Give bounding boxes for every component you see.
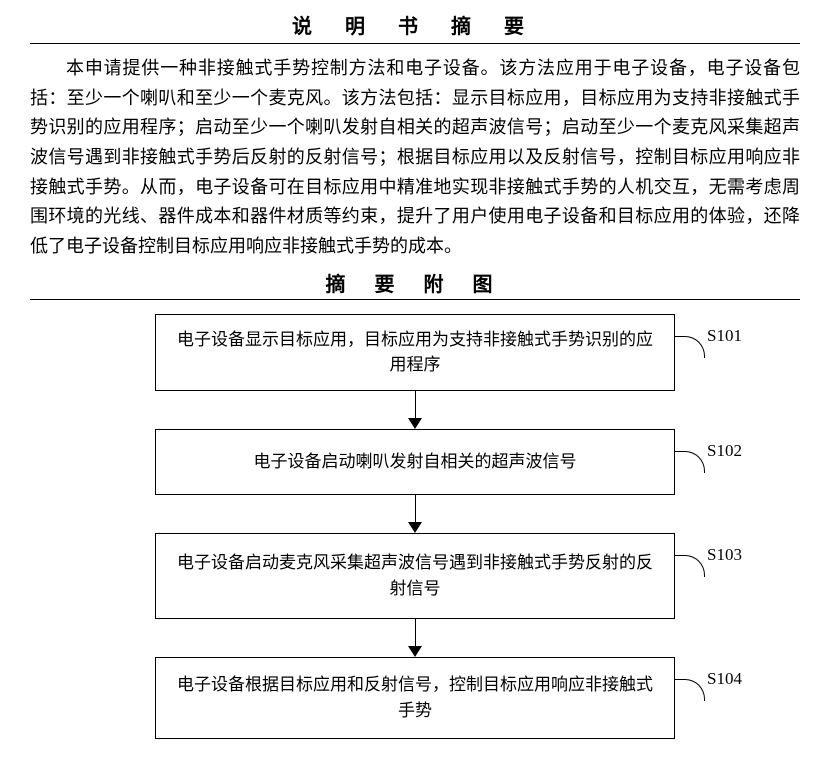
label-connector-curve xyxy=(675,679,705,701)
flowchart-container: 电子设备显示目标应用，目标应用为支持非接触式手势识别的应用程序 S101 电子设备启… xyxy=(30,314,800,739)
label-connector-curve xyxy=(675,555,705,577)
arrow-line xyxy=(415,619,416,646)
flow-step-row: 电子设备根据目标应用和反射信号，控制目标应用响应非接触式手势 S104 xyxy=(30,657,800,739)
abstract-paragraph: 本申请提供一种非接触式手势控制方法和电子设备。该方法应用于电子设备，电子设备包括… xyxy=(30,54,800,262)
flow-arrow xyxy=(408,495,422,533)
arrow-line xyxy=(415,495,416,522)
flow-arrow xyxy=(408,391,422,429)
label-connector-curve xyxy=(675,451,705,473)
flow-step-id: S101 xyxy=(707,326,742,346)
flow-step-box: 电子设备根据目标应用和反射信号，控制目标应用响应非接触式手势 xyxy=(155,657,675,739)
flow-step-row: 电子设备启动麦克风采集超声波信号遇到非接触式手势反射的反射信号 S103 xyxy=(30,533,800,619)
arrow-head-icon xyxy=(408,418,422,429)
flow-step-id: S104 xyxy=(707,669,742,689)
arrow-line xyxy=(415,391,416,418)
figure-subtitle: 摘 要 附 图 xyxy=(30,268,800,300)
flow-step-box: 电子设备启动喇叭发射自相关的超声波信号 xyxy=(155,429,675,495)
flow-step-row: 电子设备启动喇叭发射自相关的超声波信号 S102 xyxy=(30,429,800,495)
flow-step-box: 电子设备启动麦克风采集超声波信号遇到非接触式手势反射的反射信号 xyxy=(155,533,675,619)
label-connector-curve xyxy=(675,336,705,358)
flow-step-label-wrap: S104 xyxy=(675,661,742,701)
flow-step-label-wrap: S102 xyxy=(675,433,742,473)
flow-step-label-wrap: S101 xyxy=(675,318,742,358)
flow-step-row: 电子设备显示目标应用，目标应用为支持非接触式手势识别的应用程序 S101 xyxy=(30,314,800,391)
document-title: 说 明 书 摘 要 xyxy=(30,10,800,44)
flow-step-box: 电子设备显示目标应用，目标应用为支持非接触式手势识别的应用程序 xyxy=(155,314,675,391)
flow-arrow xyxy=(408,619,422,657)
flow-step-label-wrap: S103 xyxy=(675,537,742,577)
arrow-head-icon xyxy=(408,646,422,657)
flow-step-id: S102 xyxy=(707,441,742,461)
flow-step-id: S103 xyxy=(707,545,742,565)
arrow-head-icon xyxy=(408,522,422,533)
